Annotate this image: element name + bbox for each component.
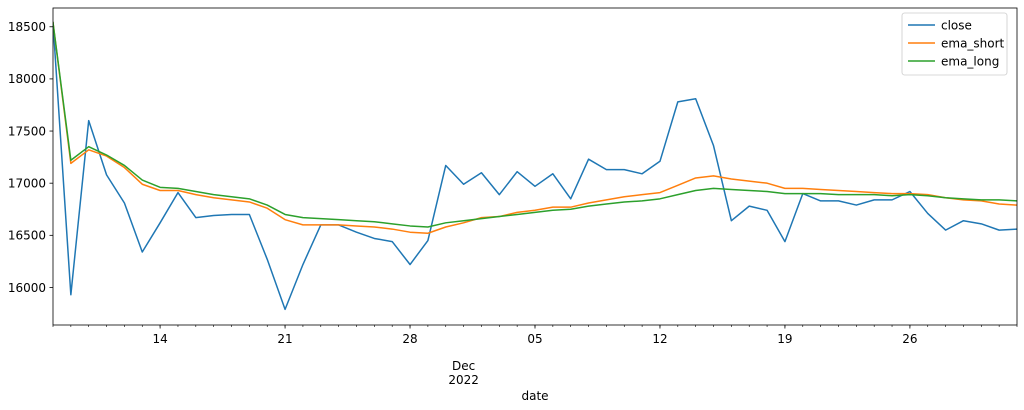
- plot-frame: [52, 7, 1018, 326]
- y-tick-label: 17000: [8, 176, 46, 190]
- x-month-label: Dec: [452, 359, 475, 373]
- series-line-ema_short: [53, 21, 1017, 234]
- x-tick-label: 19: [777, 332, 792, 346]
- x-tick-label: 14: [152, 332, 167, 346]
- y-tick-label: 18500: [8, 20, 46, 34]
- legend-label-close: close: [941, 18, 972, 32]
- x-tick-label: 28: [402, 332, 417, 346]
- series-line-close: [53, 21, 1017, 311]
- series-lines: [53, 21, 1017, 311]
- legend-box: [901, 12, 1008, 76]
- legend-label-ema_long: ema_long: [941, 54, 999, 68]
- x-tick-label: 21: [277, 332, 292, 346]
- x-tick-label: 26: [902, 332, 917, 346]
- x-axis-label: date: [521, 389, 548, 403]
- legend: close ema_short ema_long: [901, 12, 1008, 76]
- y-tick-label: 16000: [8, 281, 46, 295]
- y-tick-label: 18000: [8, 72, 46, 86]
- x-tick-label: 05: [527, 332, 542, 346]
- x-year-label: 2022: [448, 373, 479, 387]
- y-tick-label: 16500: [8, 229, 46, 243]
- legend-label-ema_short: ema_short: [941, 36, 1005, 50]
- y-tick-label: 17500: [8, 124, 46, 138]
- series-line-ema_long: [53, 21, 1017, 228]
- x-tick-label: 12: [652, 332, 667, 346]
- axes: 16000 16500 17000 17500 18000 18500 14 21 28 05 12…: [8, 7, 1018, 403]
